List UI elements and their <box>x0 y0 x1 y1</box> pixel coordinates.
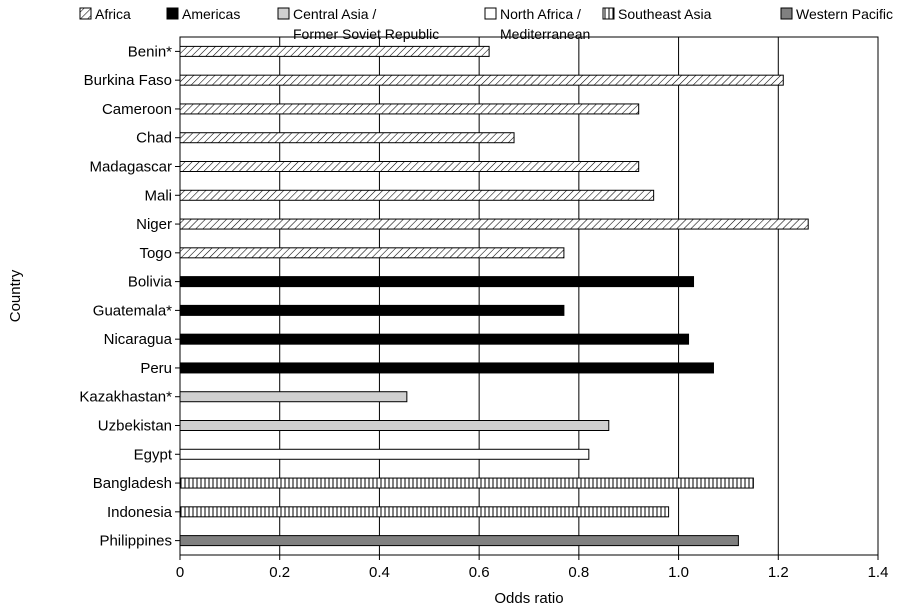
bar-mali <box>179 189 655 201</box>
legend-label: Americas <box>182 6 240 22</box>
y-tick-label: Bolivia <box>128 274 173 291</box>
y-tick-label: Mali <box>144 187 172 204</box>
x-tick-label: 0 <box>176 564 184 581</box>
bar-madagascar <box>179 161 640 172</box>
legend-item-africa: Africa <box>79 6 131 22</box>
bar-cameroon <box>179 103 640 115</box>
legend-item-western-pacific: Western Pacific <box>780 6 893 22</box>
legend-item-americas: Americas <box>166 6 240 22</box>
legend-swatch <box>602 7 615 20</box>
legend: Africa Americas Central Asia / Former Sovie… <box>79 6 893 42</box>
y-tick-label: Kazakhastan* <box>79 389 172 406</box>
y-tick-label: Nicaragua <box>104 331 173 348</box>
bar-philippines <box>179 535 739 547</box>
bar-bangladesh <box>179 477 754 489</box>
legend-item-southeast-asia: Southeast Asia <box>602 6 712 22</box>
legend-label: Central Asia / <box>293 6 376 22</box>
bars <box>179 45 809 547</box>
legend-label: Southeast Asia <box>618 6 712 22</box>
bar-kazakhastan <box>179 391 408 403</box>
legend-swatch <box>166 7 179 20</box>
y-tick-label: Niger <box>136 216 172 233</box>
bar-peru <box>179 362 714 374</box>
y-tick-label: Chad <box>136 130 172 147</box>
legend-label: Africa <box>95 6 131 22</box>
legend-label: Mediterranean <box>500 26 590 42</box>
x-tick-label: 1.4 <box>868 564 889 581</box>
y-tick-label: Benin* <box>128 43 172 60</box>
y-tick-label: Madagascar <box>89 159 172 176</box>
x-tick-label: 0.6 <box>469 564 490 581</box>
legend-swatch <box>79 7 92 20</box>
x-tick-label: 1.2 <box>768 564 789 581</box>
bar-togo <box>179 247 565 259</box>
x-tick-label: 0.4 <box>369 564 390 581</box>
bar-egypt <box>179 448 590 460</box>
x-tick-label: 1.0 <box>668 564 689 581</box>
bar-uzbekistan <box>179 420 610 431</box>
y-axis-label: Country <box>7 269 24 322</box>
y-axis-tick-labels: Benin* Burkina Faso Cameroon Chad Madagascar… <box>79 43 180 550</box>
bar-chad <box>179 132 515 144</box>
bar-burkinafaso <box>179 74 784 86</box>
y-tick-label: Guatemala* <box>93 302 172 319</box>
gridlines <box>279 37 779 555</box>
x-axis-label: Odds ratio <box>494 590 563 607</box>
bar-niger <box>179 218 809 230</box>
y-tick-label: Burkina Faso <box>84 72 172 89</box>
bar-bolivia <box>179 276 695 288</box>
legend-swatch <box>277 7 290 20</box>
legend-label: Former Soviet Republic <box>293 26 439 42</box>
y-tick-label: Bangladesh <box>93 475 172 492</box>
y-tick-label: Philippines <box>99 533 172 550</box>
y-tick-label: Indonesia <box>107 504 173 521</box>
legend-swatch <box>780 7 793 20</box>
legend-swatch <box>484 7 497 20</box>
legend-item-north-africa: North Africa / Mediterranean <box>484 6 590 42</box>
plot-area-frame <box>179 36 879 556</box>
y-tick-label: Uzbekistan <box>98 418 172 435</box>
legend-label: Western Pacific <box>796 6 893 22</box>
legend-label: North Africa / <box>500 6 581 22</box>
y-tick-label: Cameroon <box>102 101 172 118</box>
legend-item-central-asia: Central Asia / Former Soviet Republic <box>277 6 439 42</box>
x-tick-label: 0.2 <box>269 564 290 581</box>
bar-nicaragua <box>179 333 690 345</box>
bar-guatemala <box>179 304 565 316</box>
y-tick-label: Egypt <box>134 446 173 463</box>
x-axis-tick-labels: 0 0.2 0.4 0.6 0.8 1.0 1.2 1.4 <box>176 555 889 581</box>
bar-benin <box>179 45 490 57</box>
x-tick-label: 0.8 <box>568 564 589 581</box>
y-tick-label: Peru <box>140 360 172 377</box>
y-tick-label: Togo <box>139 245 172 262</box>
bar-indonesia <box>179 506 670 518</box>
